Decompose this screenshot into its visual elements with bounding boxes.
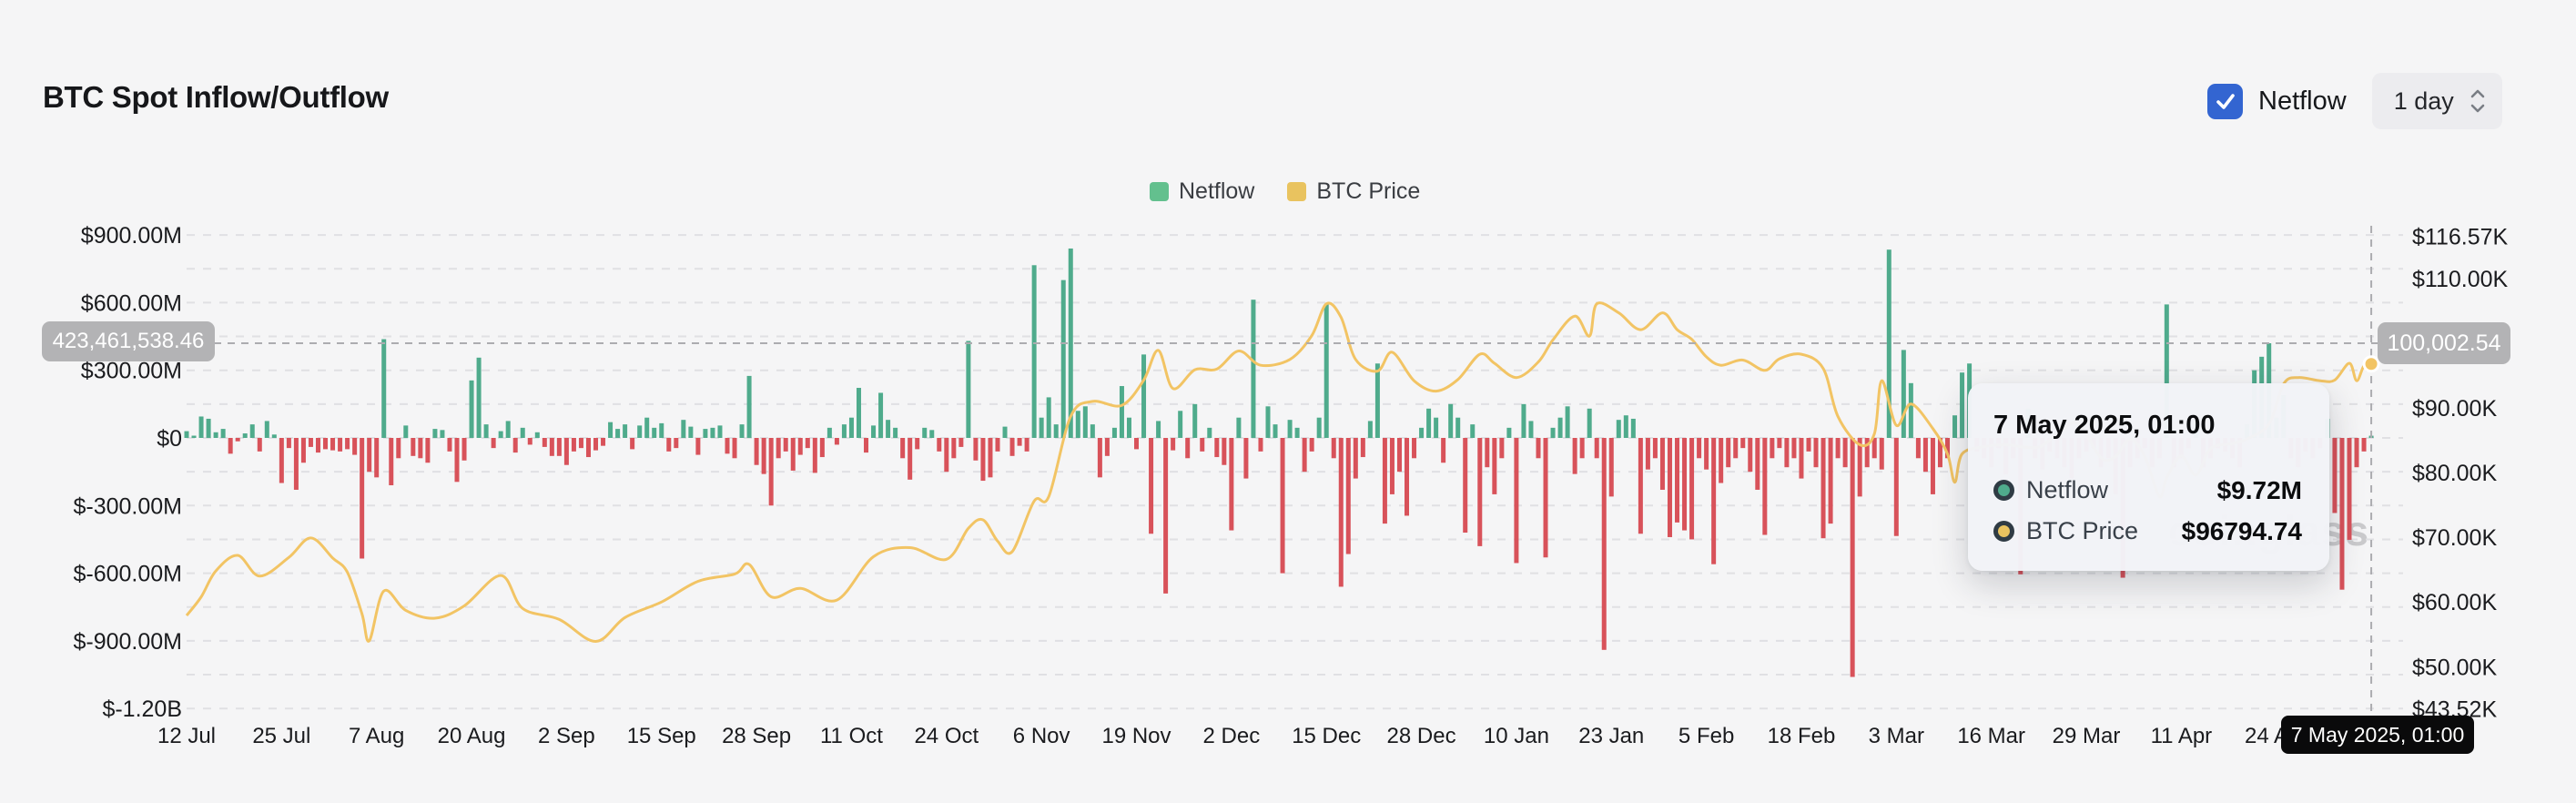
chart-legend: Netflow BTC Price: [1150, 178, 1453, 205]
tooltip-row-netflow: Netflow $9.72M: [1993, 470, 2302, 511]
page-title: BTC Spot Inflow/Outflow: [43, 80, 389, 114]
svg-text:3 Mar: 3 Mar: [1869, 724, 1924, 748]
legend-item-netflow[interactable]: Netflow: [1150, 178, 1254, 205]
svg-text:15 Sep: 15 Sep: [627, 724, 696, 748]
legend-item-btc-price[interactable]: BTC Price: [1287, 178, 1420, 205]
svg-text:19 Nov: 19 Nov: [1101, 724, 1171, 748]
crosshair-date-pill: 7 May 2025, 01:00: [2281, 716, 2474, 754]
svg-text:2 Sep: 2 Sep: [538, 724, 595, 748]
tooltip-row-btc-price: BTC Price $96794.74: [1993, 511, 2302, 552]
svg-text:$80.00K: $80.00K: [2412, 461, 2497, 486]
svg-text:$0: $0: [157, 426, 182, 452]
tooltip-netflow-value: $9.72M: [2216, 475, 2302, 504]
svg-text:29 Mar: 29 Mar: [2053, 724, 2121, 748]
svg-text:11 Apr: 11 Apr: [2151, 724, 2213, 748]
svg-text:6 Nov: 6 Nov: [1013, 724, 1070, 748]
header-controls: Netflow 1 day: [2207, 73, 2502, 129]
svg-text:18 Feb: 18 Feb: [1768, 724, 1836, 748]
svg-text:12 Jul: 12 Jul: [157, 724, 216, 748]
btc-price-marker-icon: [1993, 521, 2014, 542]
svg-text:24 Oct: 24 Oct: [914, 724, 979, 748]
svg-text:$50.00K: $50.00K: [2412, 655, 2497, 680]
svg-text:$-900.00M: $-900.00M: [73, 629, 182, 655]
netflow-checkbox-label: Netflow: [2258, 86, 2347, 116]
tooltip-btc-price-label: BTC Price: [2026, 517, 2139, 544]
chart-tooltip: 7 May 2025, 01:00 Netflow $9.72M BTC Pri…: [1968, 383, 2329, 571]
tooltip-netflow-label: Netflow: [2026, 476, 2109, 503]
svg-text:25 Jul: 25 Jul: [252, 724, 310, 748]
svg-text:$70.00K: $70.00K: [2412, 525, 2497, 551]
svg-text:$900.00M: $900.00M: [81, 223, 182, 249]
svg-text:11 Oct: 11 Oct: [820, 724, 883, 748]
svg-text:$90.00K: $90.00K: [2412, 396, 2497, 422]
netflow-crosshair-axis-badge: 423,461,538.46: [42, 321, 215, 361]
checkmark-icon: [2216, 94, 2235, 109]
svg-text:20 Aug: 20 Aug: [438, 724, 506, 748]
svg-text:28 Dec: 28 Dec: [1387, 724, 1456, 748]
svg-text:28 Sep: 28 Sep: [722, 724, 791, 748]
svg-text:7 Aug: 7 Aug: [349, 724, 404, 748]
svg-text:$60.00K: $60.00K: [2412, 590, 2497, 615]
svg-text:$110.00K: $110.00K: [2412, 267, 2509, 292]
legend-label-btc-price: BTC Price: [1316, 178, 1421, 204]
svg-text:15 Dec: 15 Dec: [1292, 724, 1361, 748]
interval-select-value: 1 day: [2393, 86, 2454, 115]
tooltip-rows: Netflow $9.72M BTC Price $96794.74: [1993, 470, 2302, 552]
svg-text:$-1.20B: $-1.20B: [102, 696, 182, 722]
svg-text:16 Mar: 16 Mar: [1957, 724, 2025, 748]
legend-label-netflow: Netflow: [1179, 178, 1255, 204]
svg-text:23 Jan: 23 Jan: [1578, 724, 1644, 748]
interval-select[interactable]: 1 day: [2371, 73, 2502, 129]
svg-text:2 Dec: 2 Dec: [1203, 724, 1261, 748]
netflow-checkbox[interactable]: [2207, 83, 2243, 119]
netflow-marker-icon: [1993, 480, 2014, 501]
chevron-up-down-icon: [2470, 89, 2485, 113]
svg-text:5 Feb: 5 Feb: [1678, 724, 1734, 748]
tooltip-btc-price-value: $96794.74: [2181, 516, 2302, 545]
svg-text:$-600.00M: $-600.00M: [73, 562, 182, 587]
svg-text:$-300.00M: $-300.00M: [73, 493, 182, 519]
svg-text:$300.00M: $300.00M: [81, 359, 182, 384]
svg-text:10 Jan: 10 Jan: [1484, 724, 1549, 748]
netflow-swatch-icon: [1150, 182, 1169, 201]
svg-text:$116.57K: $116.57K: [2412, 224, 2509, 249]
svg-text:$600.00M: $600.00M: [81, 290, 182, 316]
price-crosshair-axis-badge: 100,002.54: [2378, 322, 2510, 364]
btc-price-swatch-icon: [1287, 182, 1307, 201]
tooltip-date: 7 May 2025, 01:00: [1993, 411, 2216, 440]
